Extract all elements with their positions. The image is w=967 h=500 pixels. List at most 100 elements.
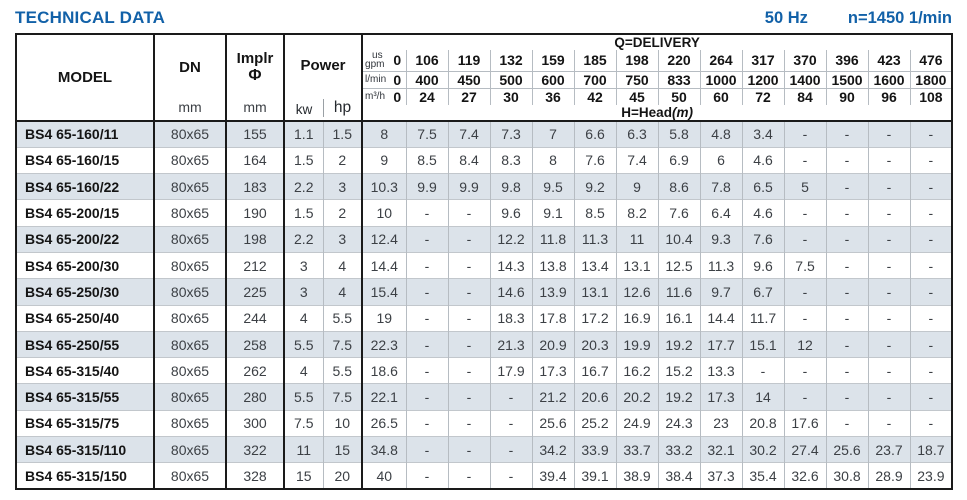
head-cell: 30.2 bbox=[741, 436, 785, 463]
q-value-header: 833 bbox=[657, 70, 701, 88]
impeller-unit-label: mm bbox=[243, 99, 267, 115]
head-cell: 7.6 bbox=[573, 146, 617, 174]
head-cell: - bbox=[489, 383, 533, 411]
table-row: BS4 65-250/40 80x65 244 4 5.5 19- -18.3 17.8 17.… bbox=[16, 304, 953, 332]
head-cell: 28.9 bbox=[867, 462, 911, 490]
kw-cell: 11 bbox=[284, 436, 323, 463]
power-column-header: Power kw hp bbox=[284, 34, 364, 122]
head-cell: - bbox=[909, 146, 953, 174]
q-value-header: 72 bbox=[741, 87, 785, 105]
head-cell: 8 bbox=[362, 120, 407, 148]
head-cell: - bbox=[909, 120, 953, 148]
head-cell: 13.1 bbox=[615, 251, 659, 279]
head-cell: 17.7 bbox=[699, 330, 743, 358]
dn-cell: 80x65 bbox=[154, 330, 227, 358]
dn-cell: 80x65 bbox=[154, 251, 227, 279]
impeller-cell: 190 bbox=[226, 199, 285, 227]
head-cell: - bbox=[489, 462, 533, 490]
dn-cell: 80x65 bbox=[154, 199, 227, 227]
head-cell: - bbox=[909, 199, 953, 227]
model-cell: BS4 65-250/30 bbox=[16, 278, 155, 306]
table-row: BS4 65-315/150 80x65 328 15 20 40- - -39.4 39.1 3… bbox=[16, 462, 953, 490]
kw-cell: 1.5 bbox=[284, 199, 323, 227]
head-cell: 21.3 bbox=[489, 330, 533, 358]
impeller-cell: 300 bbox=[226, 409, 285, 437]
dn-cell: 80x65 bbox=[154, 357, 227, 384]
head-cell: - bbox=[909, 357, 953, 384]
head-cell: 10.3 bbox=[362, 173, 407, 200]
q-value-header: 42 bbox=[573, 87, 617, 105]
head-cell: 11.8 bbox=[531, 225, 575, 253]
model-cell: BS4 65-315/110 bbox=[16, 436, 155, 463]
model-cell: BS4 65-315/75 bbox=[16, 409, 155, 437]
impeller-cell: 322 bbox=[226, 436, 285, 463]
head-cell: - bbox=[825, 173, 869, 200]
head-cell: 17.6 bbox=[783, 409, 827, 437]
head-cell: - bbox=[867, 357, 911, 384]
q-value-header: 1000 bbox=[699, 70, 743, 88]
head-cell: 20.8 bbox=[741, 409, 785, 437]
head-cell: 9 bbox=[362, 146, 407, 174]
head-cell: - bbox=[909, 225, 953, 253]
head-cell: - bbox=[909, 304, 953, 332]
q-value-header: 500 bbox=[489, 70, 533, 88]
kw-cell: 3 bbox=[284, 278, 323, 306]
head-cell: 23.7 bbox=[867, 436, 911, 463]
head-cell: 23 bbox=[699, 409, 743, 437]
head-cell: 16.9 bbox=[615, 304, 659, 332]
head-cell: - bbox=[783, 146, 827, 174]
dn-cell: 80x65 bbox=[154, 462, 227, 490]
head-cell: 6.6 bbox=[573, 120, 617, 148]
q-value-header: 370 bbox=[783, 50, 827, 71]
model-cell: BS4 65-315/150 bbox=[16, 462, 155, 490]
q-value-header: 185 bbox=[573, 50, 617, 71]
head-cell: - bbox=[447, 462, 491, 490]
q-value-header: 50 bbox=[657, 87, 701, 105]
table-row: BS4 65-250/55 80x65 258 5.5 7.5 22.3- -21.3 20.… bbox=[16, 330, 953, 358]
dn-cell: 80x65 bbox=[154, 409, 227, 437]
head-cell: - bbox=[405, 330, 449, 358]
head-cell: 11.3 bbox=[573, 225, 617, 253]
q-value-header: 106 bbox=[405, 50, 449, 71]
head-cell: 33.2 bbox=[657, 436, 701, 463]
head-cell: - bbox=[405, 383, 449, 411]
head-cell: 17.3 bbox=[531, 357, 575, 384]
head-cell: 7.4 bbox=[615, 146, 659, 174]
table-row: BS4 65-160/15 80x65 164 1.5 2 9 8.5 8.4 8.3 8 7.6 7… bbox=[16, 146, 953, 174]
kw-cell: 7.5 bbox=[284, 409, 323, 437]
hp-cell: 3 bbox=[322, 173, 364, 200]
impeller-cell: 183 bbox=[226, 173, 285, 200]
head-cell: 19 bbox=[362, 304, 407, 332]
head-cell: - bbox=[825, 251, 869, 279]
head-cell: 8.5 bbox=[405, 146, 449, 174]
head-cell: 35.4 bbox=[741, 462, 785, 490]
head-cell: - bbox=[867, 304, 911, 332]
head-cell: - bbox=[783, 304, 827, 332]
head-cell: 8.6 bbox=[657, 173, 701, 200]
head-cell: 24.3 bbox=[657, 409, 701, 437]
flow-row-m3h: m³/h 0 24 27 30 36 42 45 50 60 72 84 90 96 108 bbox=[16, 87, 953, 105]
impeller-cell: 258 bbox=[226, 330, 285, 358]
head-cell: 6.5 bbox=[741, 173, 785, 200]
table-row: BS4 65-160/22 80x65 183 2.2 3 10.3 9.9 9.9 9.8 9.… bbox=[16, 173, 953, 200]
q-value-header: 264 bbox=[699, 50, 743, 71]
head-cell: 17.9 bbox=[489, 357, 533, 384]
head-cell: - bbox=[825, 357, 869, 384]
head-cell: - bbox=[867, 409, 911, 437]
head-cell: 14.4 bbox=[362, 251, 407, 279]
head-cell: 25.6 bbox=[531, 409, 575, 437]
head-cell: - bbox=[867, 278, 911, 306]
head-cell: - bbox=[405, 278, 449, 306]
head-cell: 24.9 bbox=[615, 409, 659, 437]
head-cell: 21.2 bbox=[531, 383, 575, 411]
head-cell: 13.3 bbox=[699, 357, 743, 384]
spec-labels: 50 Hz n=1450 1/min bbox=[765, 9, 952, 28]
head-cell: 19.2 bbox=[657, 383, 701, 411]
head-cell: 17.8 bbox=[531, 304, 575, 332]
head-cell: 15.4 bbox=[362, 278, 407, 306]
head-cell: 19.2 bbox=[657, 330, 701, 358]
head-cell: 11.6 bbox=[657, 278, 701, 306]
impeller-cell: 212 bbox=[226, 251, 285, 279]
head-cell: 15.1 bbox=[741, 330, 785, 358]
